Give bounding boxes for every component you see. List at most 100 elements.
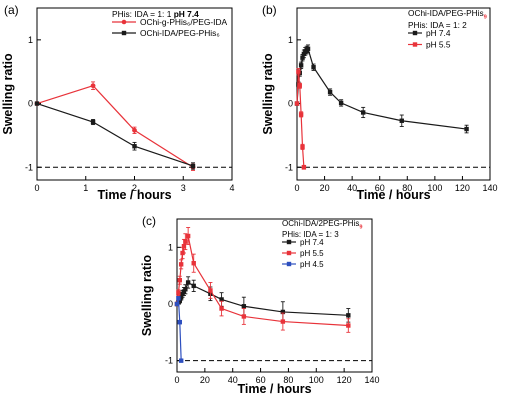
data-point: [464, 126, 469, 132]
legend-title: PHis: IDA = 1: 1 pH 7.4: [112, 9, 199, 19]
panel-label: (a): [4, 3, 19, 17]
x-tick-label: 20: [200, 375, 210, 385]
y-tick-label: 0: [288, 99, 293, 109]
data-point: [346, 313, 351, 318]
data-point: [311, 65, 316, 70]
legend-swatch-marker: [286, 239, 292, 245]
data-point: [90, 119, 96, 125]
x-tick-label: 40: [228, 375, 238, 385]
data-point: [219, 306, 224, 311]
data-point: [300, 144, 305, 150]
data-point: [34, 101, 40, 106]
x-tick-label: 20: [320, 183, 330, 193]
data-point: [178, 262, 184, 267]
legend-label: pH 5.5: [300, 249, 324, 258]
x-tick-label: 140: [482, 183, 497, 193]
data-point: [219, 297, 224, 302]
x-tick-label: 80: [402, 183, 412, 193]
data-point: [297, 83, 302, 88]
data-point: [191, 283, 196, 289]
panel-a: (a) 0 1 2 3 4 -1 0 1 Time / hours Swelling ratio PH…: [1, 3, 235, 202]
series-line: [176, 281, 349, 316]
data-point: [174, 301, 180, 307]
data-point: [327, 89, 333, 95]
data-point: [305, 46, 311, 51]
y-tick-label: 0: [168, 299, 173, 309]
data-point: [298, 112, 304, 117]
y-tick-label: 0: [28, 99, 33, 109]
data-point: [177, 278, 182, 283]
legend-label: OChi-g-PHis₆/PEG-IDA: [140, 17, 228, 27]
legend-label: pH 4.5: [300, 260, 324, 269]
data-point: [296, 69, 301, 74]
x-tick-label: 3: [181, 183, 186, 193]
y-tick-label: 1: [288, 35, 293, 45]
data-point: [241, 304, 247, 309]
data-point: [185, 233, 191, 239]
x-tick-label: 0: [294, 183, 299, 193]
data-point: [181, 244, 187, 249]
y-tick-label: 1: [28, 35, 33, 45]
data-point: [191, 261, 196, 266]
legend-swatch-marker: [286, 261, 292, 267]
legend-label: pH 5.5: [426, 40, 451, 50]
data-point: [190, 163, 196, 169]
x-tick-label: 2: [132, 183, 137, 193]
y-tick-label: -1: [165, 356, 173, 366]
x-tick-label: 40: [347, 183, 357, 193]
data-point: [280, 319, 286, 324]
data-point: [338, 100, 344, 106]
plot-frame: [176, 218, 373, 373]
legend-label: pH 7.4: [426, 28, 451, 38]
x-tick-label: 100: [309, 375, 324, 385]
series-line: [36, 102, 194, 167]
data-point: [177, 298, 182, 303]
x-axis-title: Time / hours: [97, 188, 171, 202]
legend-title: OChi-IDA/PEG-PHis9: [408, 8, 488, 21]
data-point: [301, 165, 307, 170]
legend-subtitle: PHis: IDA = 1: 3: [282, 230, 339, 239]
legend-swatch-marker: [286, 250, 292, 256]
data-point: [360, 110, 366, 115]
y-axis-title: Swelling ratio: [261, 53, 275, 135]
x-tick-label: 60: [256, 375, 266, 385]
data-point: [176, 296, 181, 301]
data-point: [208, 288, 213, 293]
data-point: [399, 118, 404, 123]
x-tick-label: 140: [364, 375, 379, 385]
panel-label: (b): [262, 3, 277, 17]
legend-swatch-marker: [412, 30, 418, 36]
legend-title: OChi-IDA/2PEG-PHis9: [282, 219, 362, 231]
x-tick-label: 60: [375, 183, 385, 193]
x-axis-title: Time / hours: [356, 188, 430, 202]
series-line: [36, 85, 194, 168]
x-tick-label: 1: [83, 183, 88, 193]
data-point: [177, 319, 182, 325]
x-tick-label: 0: [174, 375, 179, 385]
series-line: [296, 47, 467, 130]
x-tick-label: 120: [337, 375, 352, 385]
x-tick-label: 120: [455, 183, 470, 193]
panel-label: (c): [142, 214, 156, 228]
data-point: [346, 323, 351, 328]
data-point: [183, 239, 188, 244]
y-axis-title: Swelling ratio: [1, 53, 15, 135]
y-tick-label: 1: [168, 242, 173, 252]
legend-swatch-marker: [121, 19, 127, 25]
data-point: [185, 280, 191, 285]
data-point: [294, 101, 300, 106]
data-point: [132, 127, 137, 133]
y-tick-label: -1: [25, 162, 33, 172]
data-point: [181, 289, 187, 294]
legend-swatch-marker: [121, 30, 127, 36]
data-point: [183, 287, 188, 292]
legend-label: OChi-IDA/PEG-PHis₆: [140, 28, 220, 38]
data-point: [298, 63, 304, 68]
data-point: [132, 144, 137, 149]
y-tick-label: -1: [285, 162, 293, 172]
data-point: [180, 291, 185, 296]
data-point: [176, 290, 181, 295]
data-point: [280, 309, 286, 315]
